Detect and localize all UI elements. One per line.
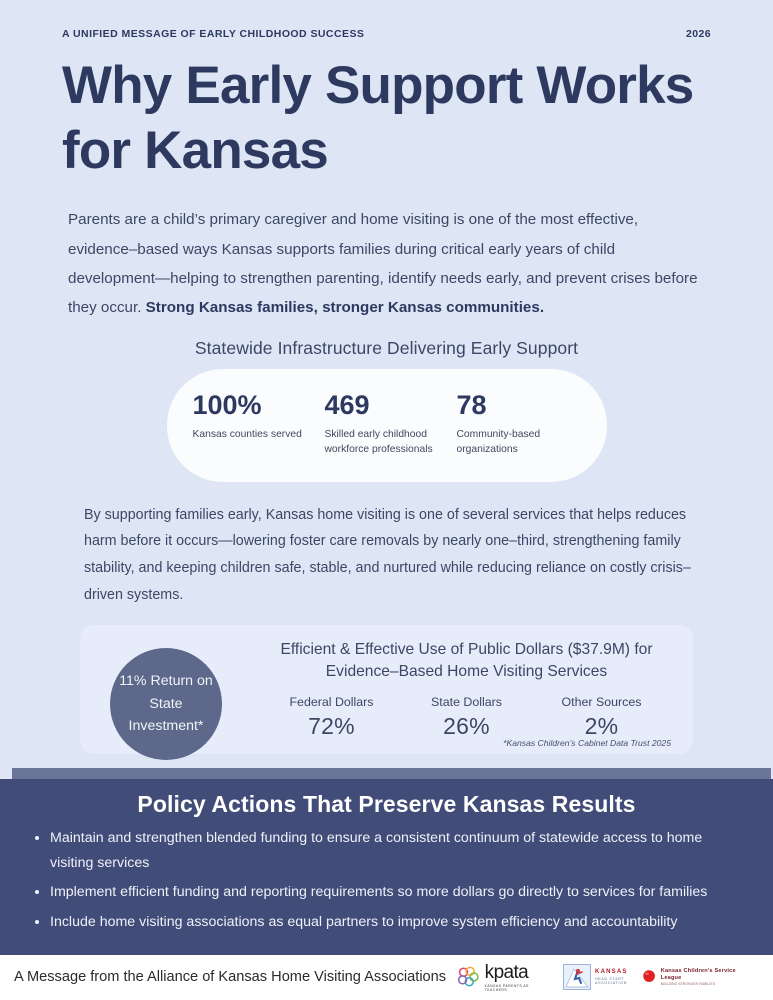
red-sphere-icon: [642, 970, 655, 983]
page-title: Why Early Support Works for Kansas: [62, 56, 694, 180]
policy-bullet: Maintain and strengthen blended funding …: [50, 826, 749, 877]
partner-logos: kpata KANSAS PARENTS AS TEACHERS KANSAS …: [456, 963, 759, 992]
funding-column: State Dollars 26%: [399, 695, 534, 740]
kpata-wordmark-block: kpata KANSAS PARENTS AS TEACHERS: [485, 963, 549, 992]
kcsl-text-block: Kansas Children’s Service League BUILDIN…: [661, 968, 753, 986]
funding-label: State Dollars: [431, 695, 502, 710]
head-start-line2: HEAD START: [595, 976, 625, 981]
header-row: A UNIFIED MESSAGE OF EARLY CHILDHOOD SUC…: [0, 0, 773, 40]
policy-banner: Policy Actions That Preserve Kansas Resu…: [0, 778, 773, 955]
stats-section-title: Statewide Infrastructure Delivering Earl…: [194, 338, 579, 359]
funding-content: Efficient & Effective Use of Public Doll…: [258, 639, 675, 740]
funding-title: Efficient & Effective Use of Public Doll…: [280, 641, 653, 681]
stat-value: 100%: [192, 390, 262, 421]
funding-label: Federal Dollars: [289, 695, 374, 710]
stat-value: 78: [456, 390, 487, 421]
policy-bullet: Implement efficient funding and reportin…: [50, 880, 749, 905]
policy-banner-accent: [12, 768, 771, 779]
head-start-line3: ASSOCIATION: [595, 981, 628, 986]
funding-value: 26%: [443, 713, 490, 740]
stat-item: 469 Skilled early childhood workforce pr…: [324, 390, 449, 458]
funding-breakdown: Federal Dollars 72% State Dollars 26% Ot…: [258, 695, 675, 740]
head-start-line1: KANSAS: [595, 969, 628, 976]
eyebrow-text: A UNIFIED MESSAGE OF EARLY CHILDHOOD SUC…: [62, 28, 365, 40]
kpata-wordmark: kpata: [484, 961, 529, 983]
stat-label: Kansas counties served: [192, 428, 302, 440]
stat-label: Community-based organizations: [456, 428, 541, 455]
kansas-head-start-logo: KANSAS HEAD START ASSOCIATION: [563, 964, 628, 991]
kpata-subtitle: KANSAS PARENTS AS TEACHERS: [484, 983, 529, 992]
funding-label: Other Sources: [561, 695, 642, 710]
runner-glyph-icon: [565, 968, 589, 988]
stat-item: 78 Community-based organizations: [456, 390, 581, 458]
kcsl-line2: BUILDING STRONGER FAMILIES: [660, 982, 716, 987]
year-label: 2026: [686, 28, 711, 40]
funding-column: Federal Dollars 72%: [264, 695, 399, 740]
policy-bullet: Include home visiting associations as eq…: [50, 910, 749, 935]
kansas-childrens-service-league-logo: Kansas Children’s Service League BUILDIN…: [642, 968, 753, 986]
funding-panel: 11% Return on State Investment* Efficien…: [80, 625, 693, 761]
stat-label: Skilled early childhood workforce profes…: [324, 428, 433, 455]
funding-column: Other Sources 2%: [534, 695, 669, 740]
intro-emphasis: Strong Kansas families, stronger Kansas …: [145, 298, 545, 316]
kpata-flower-icon: [457, 967, 479, 987]
stat-value: 469: [324, 390, 370, 421]
policy-bullet-list: Maintain and strengthen blended funding …: [24, 826, 749, 935]
policy-title: Policy Actions That Preserve Kansas Resu…: [137, 790, 636, 817]
footer-text: A Message from the Alliance of Kansas Ho…: [14, 969, 447, 986]
head-start-text-block: KANSAS HEAD START ASSOCIATION: [595, 969, 628, 985]
roi-badge: 11% Return on State Investment*: [110, 648, 222, 761]
head-start-runner-icon: [563, 964, 592, 991]
source-note: *Kansas Children’s Cabinet Data Trust 20…: [503, 738, 671, 749]
intro-paragraph: Parents are a child’s primary caregiver …: [68, 205, 703, 322]
stats-card: 100% Kansas counties served 469 Skilled …: [166, 369, 607, 482]
funding-value: 72%: [308, 713, 355, 740]
footer: A Message from the Alliance of Kansas Ho…: [0, 954, 773, 1000]
intro-text: Parents are a child’s primary caregiver …: [68, 211, 698, 316]
kcsl-line1: Kansas Children’s Service League: [660, 968, 736, 982]
kpata-logo: kpata KANSAS PARENTS AS TEACHERS: [456, 963, 549, 992]
stat-item: 100% Kansas counties served: [192, 390, 317, 458]
body-paragraph: By supporting families early, Kansas hom…: [84, 506, 691, 604]
funding-value: 2%: [584, 713, 619, 740]
